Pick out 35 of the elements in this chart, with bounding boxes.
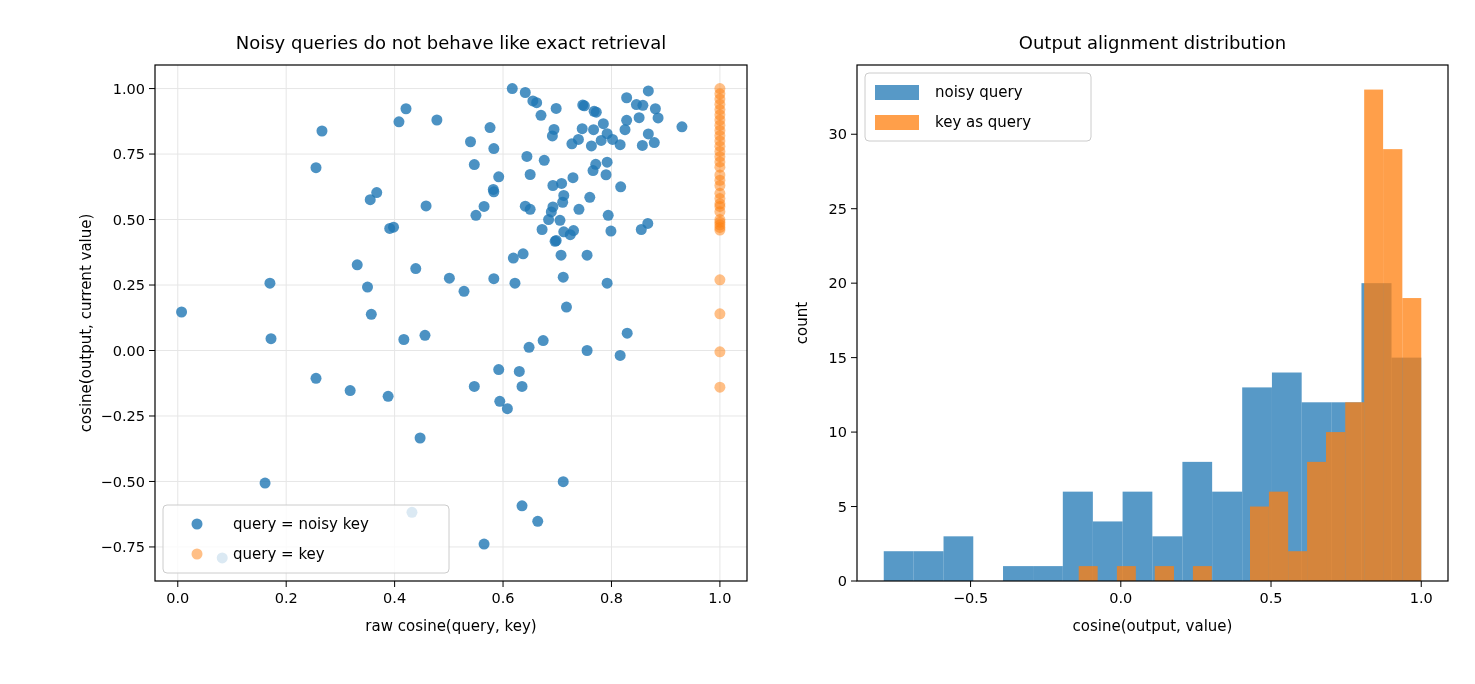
legend-label: query = noisy key: [233, 515, 370, 534]
y-tick-label: 30: [828, 126, 847, 143]
chart-title: Output alignment distribution: [1018, 32, 1287, 53]
x-tick-label: 0.8: [599, 590, 623, 606]
x-tick-label: 1.0: [708, 590, 732, 606]
x-tick-label: 0.4: [383, 590, 407, 606]
x-tick-label: −0.5: [952, 590, 989, 606]
y-axis-title: cosine(output, current value): [77, 213, 95, 433]
chart-title: Noisy queries do not behave like exact retrieval: [235, 32, 667, 53]
y-tick-label: 20: [828, 275, 847, 292]
y-tick-label: 0.00: [112, 342, 145, 359]
y-tick-label: 0.25: [112, 277, 145, 294]
x-axis-title: cosine(output, value): [1072, 617, 1233, 635]
y-tick-label: 15: [828, 349, 847, 366]
y-tick-label: 5: [837, 498, 847, 515]
y-tick-label: 1.00: [112, 80, 145, 97]
y-axis-title: count: [793, 301, 811, 345]
y-tick-label: 25: [828, 200, 847, 217]
y-tick-label: −0.25: [100, 408, 145, 425]
legend-label: query = key: [233, 545, 325, 564]
y-tick-label: 0: [837, 573, 847, 590]
x-tick-label: 0.5: [1259, 590, 1283, 606]
x-tick-label: 0.2: [274, 590, 298, 606]
x-axis-title: raw cosine(query, key): [365, 617, 537, 635]
legend-label: key as query: [935, 113, 1032, 132]
legend-label: noisy query: [935, 83, 1023, 102]
y-tick-label: −0.75: [100, 539, 145, 556]
x-tick-label: 0.0: [166, 590, 190, 606]
x-tick-label: 0.0: [1109, 590, 1133, 606]
y-tick-label: 10: [828, 424, 847, 441]
x-tick-label: 1.0: [1409, 590, 1433, 606]
y-tick-label: 0.50: [112, 211, 145, 228]
y-tick-label: −0.50: [100, 473, 145, 490]
x-tick-label: 0.6: [491, 590, 515, 606]
y-tick-label: 0.75: [112, 146, 145, 163]
